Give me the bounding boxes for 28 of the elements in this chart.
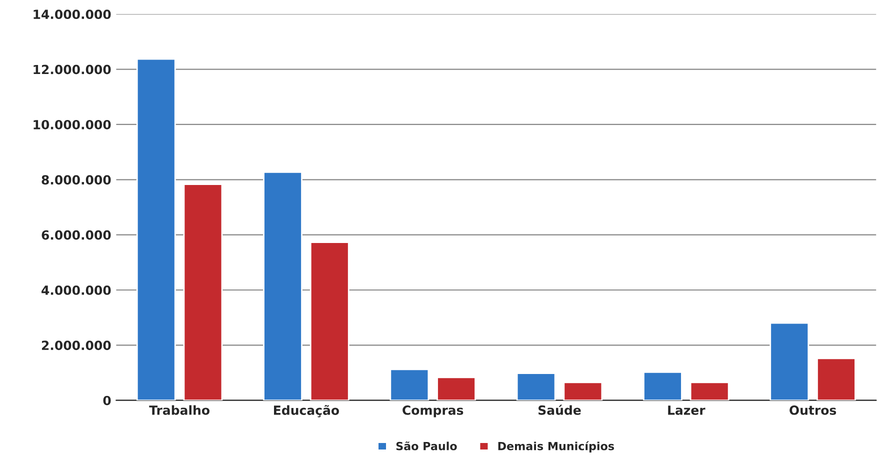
- bar: [436, 376, 476, 400]
- bar: [563, 382, 603, 400]
- y-tick-label: 14.000.000: [34, 10, 111, 20]
- legend-label: Demais Municípios: [498, 441, 614, 452]
- y-tick-label: 4.000.000: [42, 285, 111, 295]
- bar: [770, 322, 810, 400]
- legend-label: São Paulo: [396, 441, 457, 450]
- bar: [516, 372, 556, 400]
- y-tick-label: 10.000.000: [34, 120, 111, 130]
- bar: [310, 242, 350, 400]
- bar: [136, 58, 176, 400]
- bar: [690, 382, 730, 400]
- bar: [183, 184, 223, 400]
- x-tick-label: Educação: [274, 405, 339, 418]
- y-tick-label: 12.000.000: [34, 64, 111, 74]
- x-tick-label: Trabalho: [149, 405, 210, 415]
- y-tick-label: 0: [103, 396, 111, 406]
- x-tick-label: Outros: [790, 405, 836, 415]
- x-tick-label: Lazer: [668, 406, 706, 415]
- y-tick-label: 8.000.000: [42, 175, 111, 185]
- bar: [816, 358, 856, 400]
- x-tick-label: Saúde: [538, 404, 581, 415]
- bar: [390, 368, 430, 400]
- bar: [643, 372, 682, 400]
- y-tick-label: 6.000.000: [42, 230, 111, 240]
- bar: [263, 172, 302, 400]
- y-tick-label: 2.000.000: [42, 340, 111, 350]
- x-tick-label: Compras: [402, 405, 464, 418]
